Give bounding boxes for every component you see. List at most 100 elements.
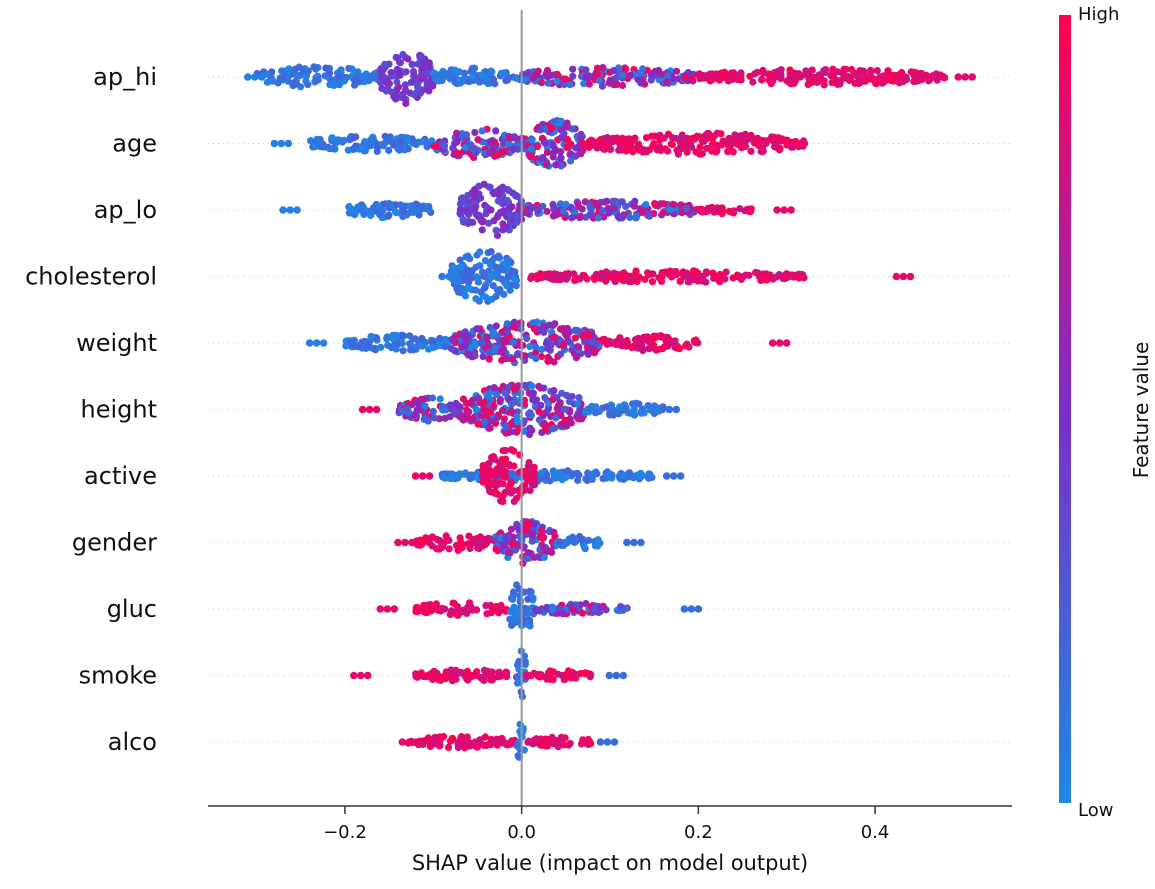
shap-point: [382, 87, 390, 95]
shap-point: [524, 470, 532, 478]
shap-point: [623, 538, 631, 547]
shap-point: [417, 75, 425, 83]
shap-point: [445, 272, 453, 281]
feature-points-cholesterol: [438, 248, 915, 305]
shap-point: [494, 190, 502, 199]
shap-point: [628, 344, 636, 352]
shap-point: [569, 65, 577, 73]
shap-point: [490, 471, 498, 479]
shap-point: [526, 343, 534, 351]
shap-point: [349, 145, 357, 153]
shap-point: [899, 272, 908, 281]
shap-point: [270, 139, 279, 148]
shap-point: [510, 274, 518, 282]
shap-point: [582, 475, 590, 483]
shap-point: [526, 622, 534, 630]
shap-point: [527, 550, 535, 558]
shap-point: [494, 673, 502, 681]
shap-point: [680, 605, 689, 613]
shap-point: [445, 545, 453, 553]
shap-point: [501, 279, 509, 287]
shap-point: [698, 208, 706, 216]
shap-point: [851, 79, 859, 87]
shap-point: [578, 609, 587, 617]
shap-point: [730, 207, 738, 215]
shap-point: [471, 339, 479, 348]
shap-point: [577, 535, 585, 543]
shap-point: [449, 599, 457, 607]
shap-point: [421, 402, 429, 410]
shap-point: [326, 74, 334, 82]
shap-point: [557, 162, 565, 170]
shap-point: [524, 595, 532, 603]
shap-point: [512, 282, 520, 290]
shap-point: [408, 60, 416, 68]
shap-point: [376, 605, 385, 613]
shap-point: [348, 339, 356, 347]
shap-point: [528, 136, 536, 144]
shap-point: [325, 145, 334, 153]
shap-point: [564, 667, 573, 675]
shap-point: [685, 135, 693, 143]
shap-point: [442, 532, 450, 540]
shap-point: [508, 621, 516, 630]
shap-point: [741, 142, 750, 150]
shap-point: [717, 130, 725, 138]
shap-point: [550, 118, 558, 126]
shap-point: [531, 481, 539, 489]
shap-point: [820, 77, 828, 85]
shap-point: [672, 405, 681, 414]
shap-point: [660, 200, 668, 208]
shap-point: [515, 338, 523, 346]
shap-point: [490, 75, 498, 84]
shap-point: [453, 138, 461, 146]
shap-point: [502, 429, 510, 437]
shap-point: [501, 468, 509, 476]
shap-point: [659, 345, 667, 353]
shap-point: [624, 409, 633, 417]
shap-point: [364, 342, 373, 350]
shap-point: [428, 394, 437, 402]
shap-point: [409, 335, 417, 343]
shap-point: [258, 73, 266, 81]
shap-point: [464, 671, 472, 679]
shap-point: [687, 605, 696, 613]
shap-point: [513, 213, 521, 221]
shap-point: [539, 737, 547, 745]
shap-point: [408, 538, 416, 547]
shap-point: [441, 414, 449, 422]
shap-point: [597, 272, 606, 280]
shap-point: [465, 78, 473, 86]
shap-point: [342, 342, 350, 350]
shap-point: [397, 138, 405, 146]
shap-point: [464, 219, 472, 227]
shap-point: [251, 73, 259, 81]
shap-point: [769, 76, 777, 85]
shap-point: [549, 396, 557, 404]
shap-point: [397, 201, 405, 209]
shap-point: [528, 537, 536, 545]
shap-point: [435, 71, 443, 79]
shap-point: [800, 139, 809, 148]
shap-point: [418, 64, 426, 73]
shap-point: [414, 60, 422, 68]
shap-point: [786, 139, 795, 148]
shap-point: [441, 343, 449, 351]
shap-point: [481, 406, 489, 414]
shap-point: [664, 72, 672, 80]
shap-point: [591, 140, 599, 148]
shap-point: [475, 544, 483, 553]
shap-point: [471, 149, 480, 157]
shap-point: [736, 70, 745, 78]
shap-point: [529, 319, 537, 327]
shap-point: [669, 472, 678, 480]
shap-point: [629, 474, 637, 482]
shap-point: [537, 352, 546, 361]
shap-point: [563, 538, 571, 547]
shap-point: [493, 480, 501, 488]
shap-point: [522, 673, 531, 681]
shap-point: [590, 605, 598, 613]
shap-point: [632, 335, 641, 344]
shap-point: [588, 474, 596, 482]
shap-point: [358, 405, 367, 414]
